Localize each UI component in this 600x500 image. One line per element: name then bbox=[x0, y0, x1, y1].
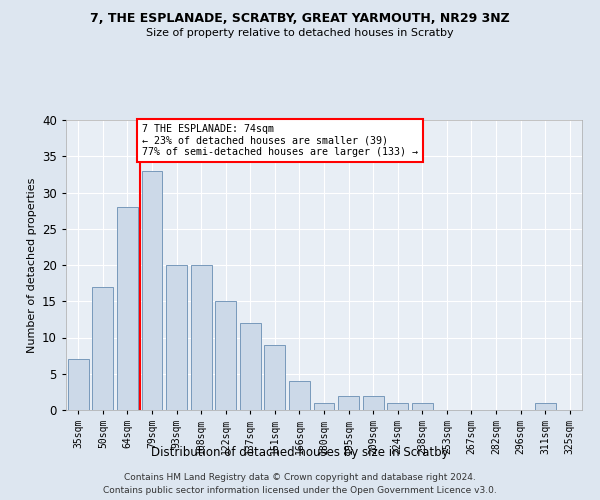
Text: Contains public sector information licensed under the Open Government Licence v3: Contains public sector information licen… bbox=[103, 486, 497, 495]
Bar bbox=[166, 265, 187, 410]
Bar bbox=[215, 301, 236, 410]
Bar bbox=[92, 287, 113, 410]
Text: 7, THE ESPLANADE, SCRATBY, GREAT YARMOUTH, NR29 3NZ: 7, THE ESPLANADE, SCRATBY, GREAT YARMOUT… bbox=[90, 12, 510, 26]
Bar bbox=[117, 207, 138, 410]
Bar bbox=[240, 323, 261, 410]
Bar bbox=[142, 171, 163, 410]
Bar bbox=[265, 345, 286, 410]
Text: Contains HM Land Registry data © Crown copyright and database right 2024.: Contains HM Land Registry data © Crown c… bbox=[124, 472, 476, 482]
Bar bbox=[314, 403, 334, 410]
Bar bbox=[535, 403, 556, 410]
Text: Distribution of detached houses by size in Scratby: Distribution of detached houses by size … bbox=[151, 446, 449, 459]
Bar bbox=[68, 359, 89, 410]
Bar bbox=[387, 403, 408, 410]
Bar bbox=[191, 265, 212, 410]
Text: 7 THE ESPLANADE: 74sqm
← 23% of detached houses are smaller (39)
77% of semi-det: 7 THE ESPLANADE: 74sqm ← 23% of detached… bbox=[142, 124, 418, 157]
Bar bbox=[362, 396, 383, 410]
Bar bbox=[289, 381, 310, 410]
Y-axis label: Number of detached properties: Number of detached properties bbox=[26, 178, 37, 352]
Text: Size of property relative to detached houses in Scratby: Size of property relative to detached ho… bbox=[146, 28, 454, 38]
Bar bbox=[338, 396, 359, 410]
Bar bbox=[412, 403, 433, 410]
